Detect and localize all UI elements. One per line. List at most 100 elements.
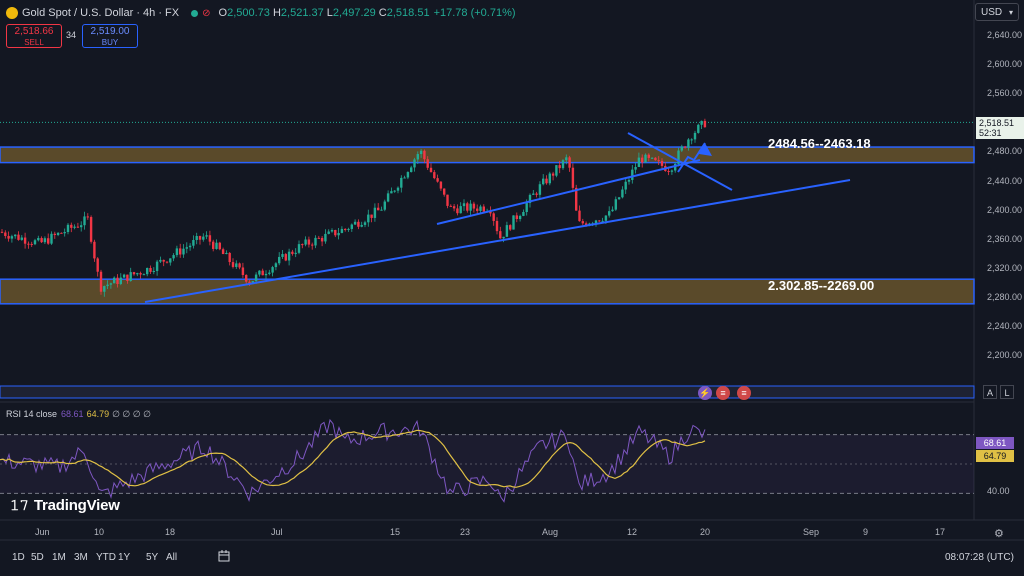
candle-body (578, 210, 581, 222)
candle-body (56, 232, 60, 236)
sell-button[interactable]: 2,518.66 SELL (6, 24, 62, 48)
timeframe-button-1m[interactable]: 1M (52, 552, 66, 563)
candle-body (558, 165, 561, 169)
rsi-line (0, 418, 706, 503)
candle-body (353, 221, 357, 225)
candle-body (281, 254, 284, 257)
us-flag-event-icon-2[interactable]: ≡ (737, 386, 751, 400)
candle-body (301, 244, 304, 246)
candle-body (245, 275, 248, 282)
candle-body (406, 172, 410, 178)
support-trendline (144, 179, 851, 303)
candle-body (320, 237, 324, 242)
candle-body (60, 232, 63, 234)
candle-body (159, 259, 162, 262)
candle-body (136, 273, 139, 275)
candle-body (674, 163, 677, 171)
candle-body (565, 157, 568, 161)
timeframe-button-3m[interactable]: 3M (74, 552, 88, 563)
candle-body (469, 203, 472, 211)
eye-off-icon[interactable]: ⊘ (202, 7, 211, 19)
candle-body (608, 211, 611, 216)
timeframe-button-ytd[interactable]: YTD (96, 552, 116, 563)
candle-body (598, 220, 601, 222)
price-tick-label: 2,200.00 (987, 350, 1023, 361)
candle-body (14, 234, 17, 237)
candle-body (109, 283, 113, 285)
candle-body (429, 167, 433, 173)
candle-body (393, 190, 396, 192)
candle-body (215, 242, 218, 249)
log-scale-button[interactable]: L (1000, 385, 1014, 399)
candle-body (73, 226, 76, 228)
candle-body (235, 263, 238, 267)
candle-body (20, 237, 23, 240)
rsi-legend[interactable]: RSI 14 close 68.61 64.79 ∅ ∅ ∅ ∅ (6, 409, 151, 419)
candle-body (436, 178, 439, 182)
buy-button[interactable]: 2,519.00 BUY (82, 24, 138, 48)
rsi-ma-line (0, 429, 706, 488)
candle-body (700, 120, 703, 125)
candle-body (410, 167, 413, 173)
candle-body (476, 208, 479, 211)
symbol-title[interactable]: Gold Spot / U.S. Dollar · 4h · FX (22, 7, 180, 19)
candle-body (637, 157, 641, 168)
candlestick-series (0, 118, 707, 297)
candle-body (433, 172, 436, 179)
candle-body (509, 225, 512, 230)
price-tick-label: 2,360.00 (987, 233, 1023, 244)
gear-icon[interactable]: ⚙ (994, 528, 1004, 540)
timeframe-button-1d[interactable]: 1D (12, 552, 25, 563)
candle-body (182, 248, 185, 255)
candle-body (258, 270, 261, 275)
lightning-event-icon[interactable]: ⚡ (698, 386, 712, 400)
candle-body (446, 194, 449, 206)
candle-body (654, 157, 657, 161)
candle-body (162, 259, 165, 262)
candle-body (380, 209, 383, 211)
candle-body (683, 146, 687, 148)
candle-body (482, 206, 485, 212)
candle-body (528, 194, 532, 204)
candle-body (459, 206, 462, 214)
trendlines (144, 132, 851, 303)
candle-body (611, 209, 614, 212)
candle-body (238, 263, 241, 268)
us-flag-event-icon[interactable]: ≡ (716, 386, 730, 400)
projection-path (677, 142, 706, 173)
candle-body (37, 238, 40, 241)
candle-body (680, 146, 683, 151)
candle-body (532, 193, 535, 195)
utc-clock[interactable]: 08:07:28 (UTC) (945, 552, 1014, 563)
candle-body (693, 132, 697, 140)
symbol-header: Gold Spot / U.S. Dollar · 4h · FX ⊘ O2,5… (6, 5, 516, 21)
candle-body (241, 267, 245, 276)
price-tick-label: 2,280.00 (987, 291, 1023, 302)
currency-select[interactable]: USD ▾ (975, 3, 1019, 21)
candle-body (271, 267, 274, 273)
timeframe-button-5y[interactable]: 5Y (146, 552, 159, 563)
candle-body (627, 179, 631, 182)
candle-body (116, 277, 119, 284)
candle-body (340, 228, 344, 233)
candle-body (103, 286, 106, 292)
auto-scale-button[interactable]: A (983, 385, 997, 399)
events-strip (0, 385, 975, 399)
timeframe-button-1y[interactable]: 1Y (118, 552, 131, 563)
candle-body (284, 254, 287, 261)
calendar-range-icon[interactable] (218, 550, 230, 562)
timeframe-button-all[interactable]: All (166, 552, 178, 563)
candle-body (113, 277, 116, 284)
gold-coin-icon (6, 7, 18, 19)
candle-body (584, 223, 588, 226)
candle-body (205, 235, 208, 237)
time-tick-label: Sep (803, 527, 820, 537)
candle-body (614, 199, 617, 210)
candle-body (439, 181, 443, 189)
candle-body (377, 207, 380, 211)
candle-body (202, 236, 205, 240)
timeframe-button-5d[interactable]: 5D (31, 552, 44, 563)
time-tick-label: 10 (94, 527, 105, 537)
candle-body (4, 232, 7, 236)
